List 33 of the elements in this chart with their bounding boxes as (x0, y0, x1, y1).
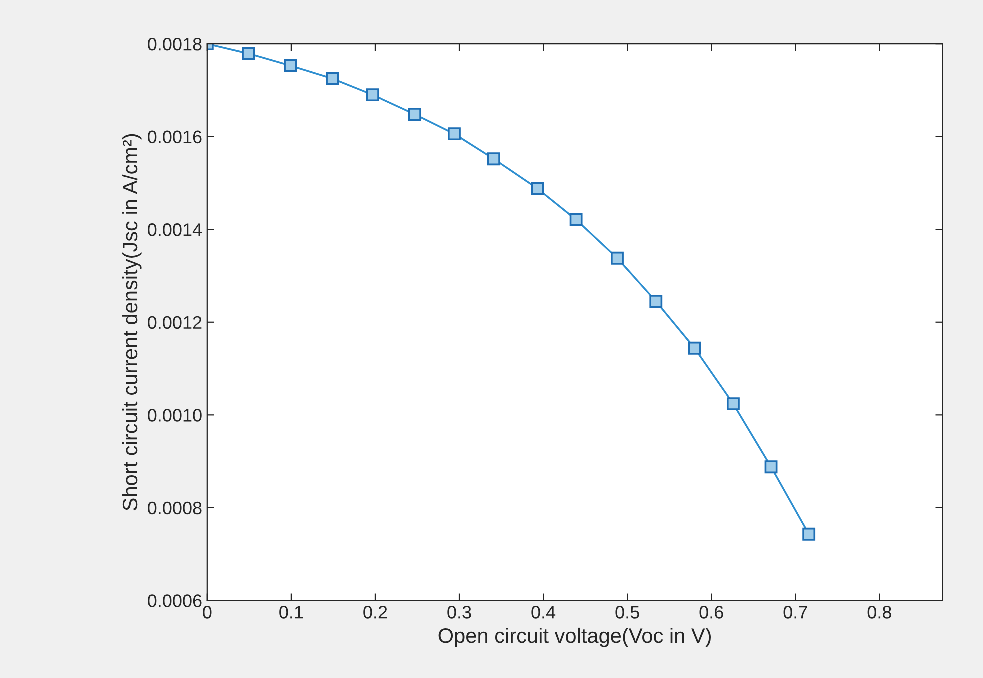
point (650, 295, 663, 308)
y-tick-label: 0.0008 (148, 502, 202, 515)
point (611, 252, 624, 265)
x-tick-label: 0.6 (700, 606, 724, 619)
point (408, 108, 422, 122)
point (284, 59, 298, 72)
y-tick-label: 0.0018 (148, 38, 202, 51)
y-tick-label: 0.0012 (148, 316, 202, 330)
point (688, 342, 702, 355)
x-tick-label: 0.5 (616, 606, 640, 619)
point (242, 47, 256, 60)
point (570, 213, 583, 226)
x-tick-label: 0 (203, 606, 212, 619)
y-tick-label: 0.0006 (148, 594, 202, 608)
point (326, 72, 340, 86)
point (531, 182, 544, 196)
x-tick-label: 0.8 (868, 606, 892, 619)
x-tick-label: 0.2 (364, 606, 388, 619)
y-tick-label: 0.0014 (148, 224, 202, 236)
y-tick-label: 0.0016 (148, 130, 202, 144)
point (488, 152, 500, 166)
point (448, 128, 461, 141)
point (726, 398, 740, 410)
x-tick-label: 0.3 (448, 606, 472, 619)
x-tick-label: 0.7 (784, 606, 808, 619)
y-tick-label: 0.0010 (148, 409, 202, 422)
point (764, 460, 778, 474)
point (802, 528, 816, 541)
point (366, 88, 380, 102)
x-tick-label: 0.4 (532, 606, 556, 619)
x-axis-title: Open circuit voltage(Voc in V) (438, 628, 711, 648)
x-tick-label: 0.1 (280, 606, 304, 619)
y-axis-title: Short circuit current density(Jsc in A/cm²) (122, 134, 142, 511)
